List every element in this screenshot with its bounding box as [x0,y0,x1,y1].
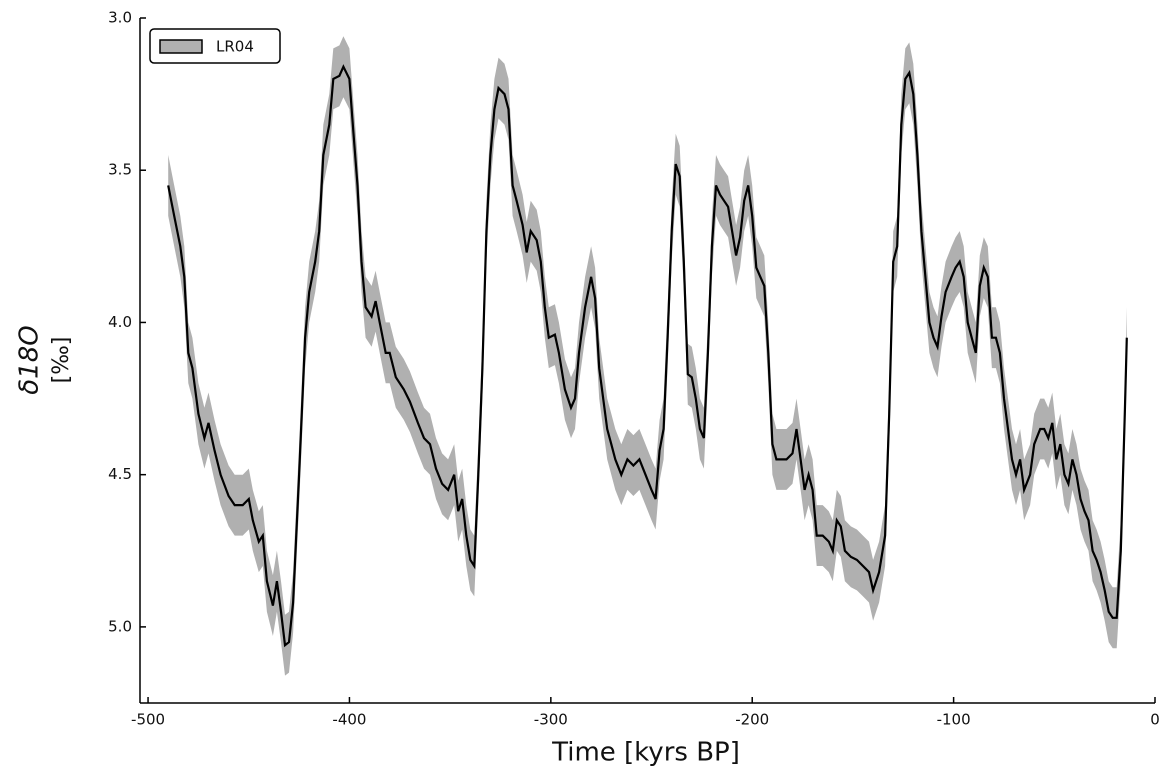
y-tick-label: 3.5 [108,161,132,179]
x-tick-label: -400 [332,711,366,729]
x-tick-label: 0 [1150,711,1160,729]
error-band [168,36,1127,676]
line [167,64,1128,648]
x-tick-label: -200 [735,711,769,729]
y-tick-label: 3.0 [108,9,132,27]
y-axis-label: δ18O [15,325,45,394]
legend-label: LR04 [216,38,254,56]
legend-swatch [159,39,203,54]
x-tick-label: -300 [534,711,568,729]
legend-box [149,28,281,64]
y-tick-label: 4.0 [108,313,132,331]
x-tick-label: -500 [131,711,165,729]
x-tick-label: -100 [937,711,971,729]
x-axis-label: Time [kyrs BP] [551,738,740,768]
y-tick-label: 5.0 [108,617,132,635]
y-tick-label: 4.5 [108,465,132,483]
y-axis-unit: [‰] [49,337,74,384]
